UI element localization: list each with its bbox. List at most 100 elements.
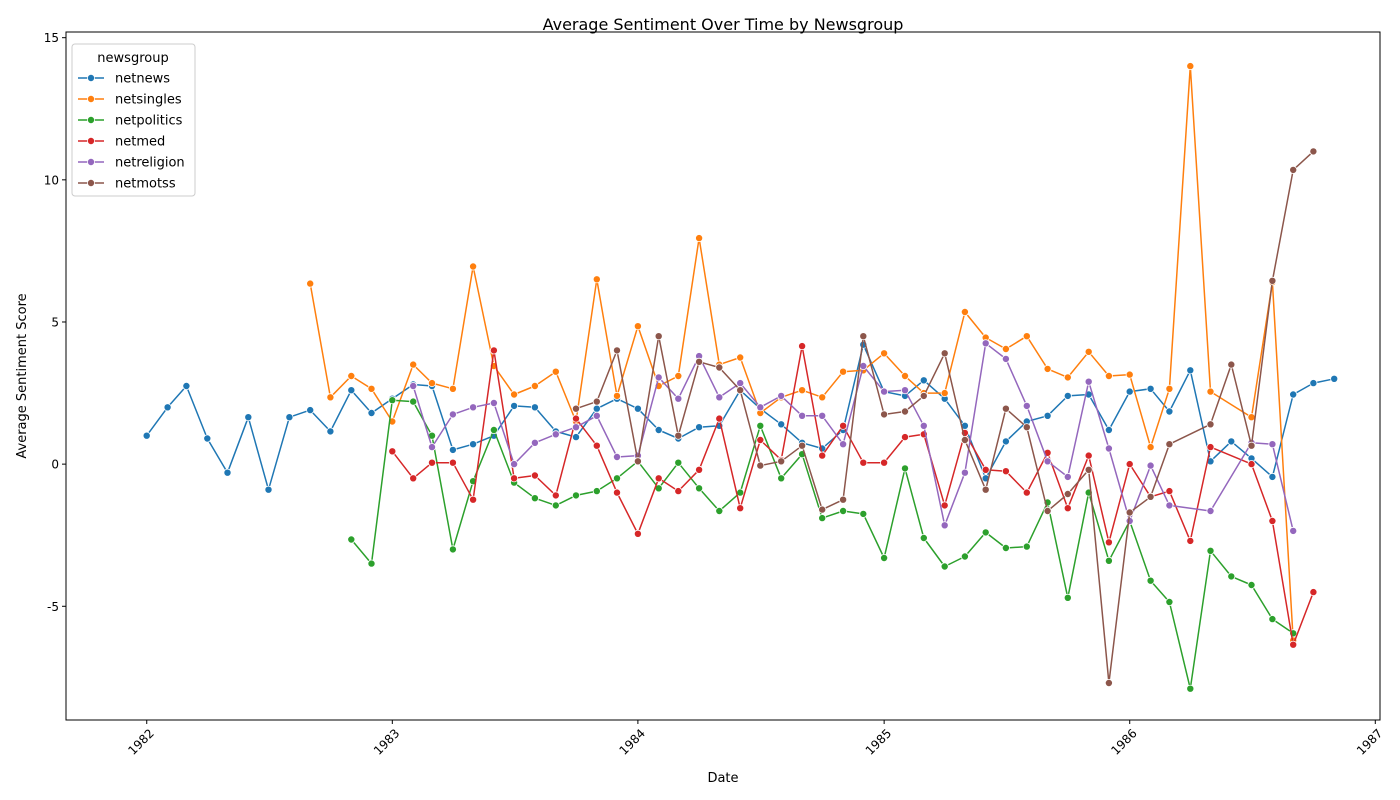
data-point-netsingles — [901, 371, 910, 380]
legend-marker-netmed — [87, 136, 96, 145]
data-point-netmed — [572, 414, 581, 423]
data-point-netpolitics — [1247, 581, 1256, 590]
data-point-netnews — [367, 408, 376, 417]
x-tick-label: 1986 — [1108, 726, 1139, 757]
data-point-netsingles — [633, 322, 642, 331]
data-point-netsingles — [940, 389, 949, 398]
data-point-netsingles — [427, 379, 436, 388]
data-point-netreligion — [839, 440, 848, 449]
data-point-netmed — [901, 433, 910, 442]
data-point-netreligion — [859, 361, 868, 370]
legend-marker-netpolitics — [87, 116, 96, 125]
data-point-netreligion — [530, 438, 539, 447]
data-point-netmotss — [777, 457, 786, 466]
data-point-netmotss — [798, 441, 807, 450]
data-point-netmed — [1186, 536, 1195, 545]
data-point-netmotss — [715, 363, 724, 372]
data-point-netsingles — [1063, 373, 1072, 382]
legend-label-netnews: netnews — [115, 72, 170, 87]
data-point-netmed — [1268, 517, 1277, 526]
data-point-netmed — [798, 342, 807, 351]
data-point-netreligion — [1084, 377, 1093, 386]
data-point-netsingles — [592, 275, 601, 284]
data-point-netmed — [1084, 451, 1093, 460]
data-point-netmed — [654, 474, 663, 483]
data-point-netnews — [654, 425, 663, 434]
x-tick-label: 1987 — [1354, 726, 1385, 757]
data-point-netnews — [469, 440, 478, 449]
data-point-netsingles — [674, 371, 683, 380]
legend-box — [71, 43, 196, 197]
data-point-netreligion — [756, 403, 765, 412]
data-point-netmotss — [1125, 508, 1134, 517]
data-point-netreligion — [777, 391, 786, 400]
data-point-netreligion — [427, 443, 436, 452]
data-point-netsingles — [1146, 443, 1155, 452]
data-point-netmed — [1289, 640, 1298, 649]
legend-marker-netnews — [87, 74, 96, 83]
data-point-netreligion — [592, 411, 601, 420]
data-point-netmotss — [1289, 165, 1298, 174]
data-point-netreligion — [818, 411, 827, 420]
data-point-netreligion — [469, 403, 478, 412]
data-point-netsingles — [347, 371, 356, 380]
data-point-netreligion — [1063, 472, 1072, 481]
data-point-netmotss — [633, 457, 642, 466]
legend-marker-netmotss — [87, 178, 96, 187]
data-point-netsingles — [306, 279, 315, 288]
data-point-netmed — [695, 465, 704, 474]
series-netnews — [142, 340, 1339, 494]
data-point-netmed — [1247, 460, 1256, 469]
data-point-netpolitics — [1227, 572, 1236, 581]
data-point-netreligion — [489, 398, 498, 407]
series-layer — [142, 62, 1339, 693]
data-point-netsingles — [326, 393, 335, 402]
data-point-netmotss — [1084, 465, 1093, 474]
data-point-netpolitics — [1104, 556, 1113, 565]
data-point-netpolitics — [448, 545, 457, 554]
axes: 1982 1983 1984 1985 1986 1987 -5 0 5 10 15 — [44, 31, 1386, 758]
data-point-netpolitics — [1063, 593, 1072, 602]
data-point-netmotss — [981, 485, 990, 494]
data-point-netsingles — [1084, 347, 1093, 356]
data-point-netnews — [223, 468, 232, 477]
y-tick-label: 10 — [44, 173, 59, 187]
data-point-netpolitics — [919, 534, 928, 543]
data-point-netnews — [1186, 366, 1195, 375]
data-point-netmed — [427, 458, 436, 467]
series-line-netmotss — [575, 150, 1314, 684]
data-point-netpolitics — [592, 487, 601, 496]
data-point-netreligion — [981, 339, 990, 348]
data-point-netmed — [818, 451, 827, 460]
data-point-netmed — [1165, 487, 1174, 496]
data-point-netreligion — [1289, 526, 1298, 535]
x-tick-label: 1983 — [371, 726, 402, 757]
data-point-netreligion — [736, 379, 745, 388]
data-point-netnews — [572, 433, 581, 442]
data-point-netnews — [347, 386, 356, 395]
series-netmed — [388, 342, 1318, 649]
data-point-netreligion — [654, 373, 663, 382]
data-point-netmed — [388, 447, 397, 456]
data-point-netnews — [1104, 425, 1113, 434]
data-point-netmed — [940, 501, 949, 510]
data-point-netmed — [736, 504, 745, 513]
y-tick-label: 15 — [44, 31, 59, 45]
data-point-netmotss — [1247, 441, 1256, 450]
data-point-netmed — [1001, 467, 1010, 476]
data-point-netreligion — [448, 410, 457, 419]
data-point-netpolitics — [388, 396, 397, 405]
y-tick-label: 0 — [51, 458, 59, 472]
data-point-netnews — [777, 420, 786, 429]
data-point-netmotss — [880, 410, 889, 419]
data-point-netpolitics — [960, 552, 969, 561]
data-point-netsingles — [1104, 371, 1113, 380]
data-point-netpolitics — [1268, 615, 1277, 624]
data-point-netmed — [715, 414, 724, 423]
data-point-netpolitics — [695, 484, 704, 493]
data-point-netmotss — [1309, 147, 1318, 156]
data-point-netpolitics — [818, 514, 827, 523]
data-point-netreligion — [1268, 440, 1277, 449]
data-point-netmotss — [818, 505, 827, 514]
